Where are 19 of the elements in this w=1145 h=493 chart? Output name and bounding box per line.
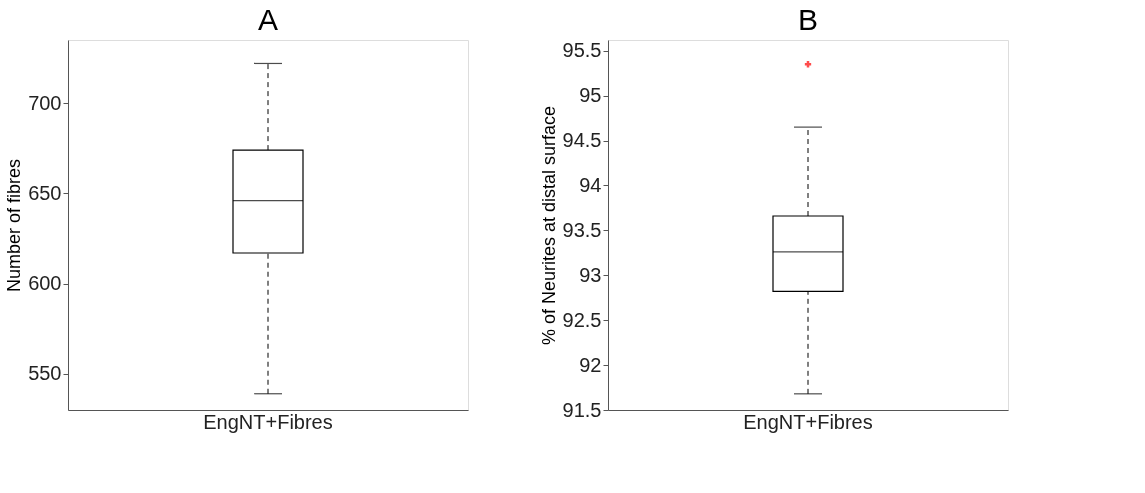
y-tick-label: 94.5 <box>562 129 602 152</box>
chart-title: A <box>257 3 279 36</box>
y-tick-label: 93.5 <box>562 218 602 241</box>
y-axis-title: Number of fibres <box>4 158 25 293</box>
y-tick-label: 92.5 <box>562 308 602 331</box>
y-tick-label: 700 <box>28 91 62 114</box>
y-tick-label: 95 <box>579 84 602 107</box>
y-tick-label: 550 <box>28 362 62 385</box>
y-tick-label: 600 <box>28 272 62 295</box>
y-tick-label: 95.5 <box>562 39 602 62</box>
y-tick-label: 92 <box>579 353 602 376</box>
y-tick-label: 650 <box>28 181 62 204</box>
y-tick-label: 94 <box>579 173 602 196</box>
x-tick-label: EngNT+Fibres <box>743 410 873 433</box>
y-tick-label: 93 <box>579 263 602 286</box>
chart-title: B <box>797 3 819 36</box>
x-tick-label: EngNT+Fibres <box>203 410 333 433</box>
y-tick-label: 91.5 <box>562 398 602 421</box>
y-axis-title: % of Neurites at distal surface <box>538 105 559 346</box>
